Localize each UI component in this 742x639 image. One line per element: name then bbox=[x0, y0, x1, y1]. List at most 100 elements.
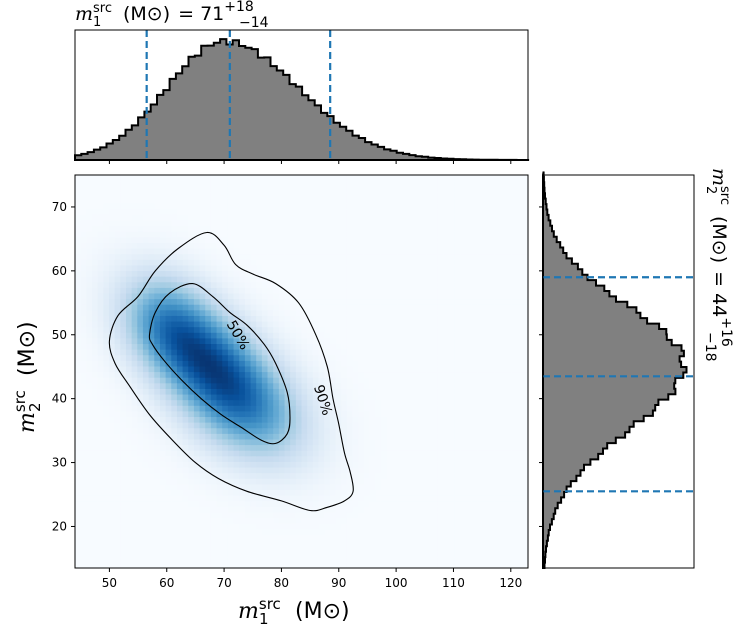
heatmap-cell bbox=[171, 495, 178, 502]
heatmap-cell bbox=[148, 225, 155, 232]
heatmap-cell bbox=[125, 511, 133, 519]
heatmap-cell bbox=[358, 455, 365, 462]
heatmap-cell bbox=[137, 270, 144, 277]
heatmap-cell bbox=[477, 270, 484, 277]
heatmap-cell bbox=[420, 534, 427, 541]
heatmap-cell bbox=[522, 231, 529, 238]
heatmap-cell bbox=[273, 506, 280, 513]
heatmap-cell bbox=[97, 551, 104, 558]
heatmap-cell bbox=[386, 304, 393, 311]
heatmap-cell bbox=[358, 315, 365, 322]
heatmap-cell bbox=[443, 253, 450, 260]
heatmap-cell bbox=[131, 264, 138, 272]
heatmap-cell bbox=[511, 534, 518, 541]
heatmap-cell bbox=[358, 276, 365, 283]
heatmap-cell bbox=[488, 472, 495, 479]
heatmap-cell bbox=[159, 242, 167, 249]
heatmap-cell bbox=[295, 332, 303, 339]
heatmap-cell bbox=[250, 309, 257, 316]
heatmap-cell bbox=[403, 377, 410, 384]
heatmap-cell bbox=[386, 483, 393, 490]
heatmap-cell bbox=[511, 511, 518, 519]
heatmap-cell bbox=[295, 405, 303, 412]
heatmap-cell bbox=[488, 236, 495, 243]
heatmap-cell bbox=[165, 298, 172, 305]
heatmap-cell bbox=[108, 343, 116, 350]
heatmap-cell bbox=[403, 231, 410, 238]
heatmap-cell bbox=[233, 264, 240, 272]
heatmap-cell bbox=[250, 354, 257, 361]
heatmap-cell bbox=[131, 410, 138, 418]
heatmap-cell bbox=[511, 517, 518, 524]
heatmap-cell bbox=[499, 236, 506, 243]
heatmap-cell bbox=[142, 309, 150, 316]
heatmap-cell bbox=[471, 315, 478, 322]
heatmap-cell bbox=[154, 242, 161, 249]
heatmap-cell bbox=[397, 506, 405, 513]
heatmap-cell bbox=[516, 450, 523, 457]
heatmap-cell bbox=[414, 444, 422, 451]
heatmap-cell bbox=[511, 360, 518, 367]
heatmap-cell bbox=[414, 270, 422, 277]
heatmap-cell bbox=[494, 556, 501, 563]
heatmap-cell bbox=[511, 416, 518, 423]
heatmap-cell bbox=[505, 304, 512, 311]
heatmap-cell bbox=[312, 309, 320, 316]
heatmap-cell bbox=[341, 523, 348, 530]
heatmap-cell bbox=[193, 399, 201, 406]
heatmap-cell bbox=[159, 438, 167, 446]
heatmap-cell bbox=[312, 276, 320, 283]
heatmap-cell bbox=[108, 433, 116, 440]
heatmap-cell bbox=[188, 405, 195, 412]
heatmap-cell bbox=[437, 236, 444, 243]
heatmap-cell bbox=[233, 242, 240, 249]
heatmap-cell bbox=[488, 551, 495, 558]
heatmap-cell bbox=[414, 489, 422, 496]
heatmap-cell bbox=[159, 365, 167, 373]
heatmap-cell bbox=[341, 461, 348, 468]
heatmap-cell bbox=[477, 309, 484, 316]
heatmap-cell bbox=[437, 478, 444, 485]
heatmap-cell bbox=[210, 276, 218, 283]
heatmap-cell bbox=[148, 360, 155, 367]
heatmap-cell bbox=[312, 517, 320, 524]
heatmap-cell bbox=[431, 489, 438, 496]
heatmap-cell bbox=[227, 478, 235, 485]
heatmap-cell bbox=[131, 427, 138, 434]
heatmap-cell bbox=[454, 365, 461, 373]
heatmap-cell bbox=[193, 528, 201, 535]
heatmap-cell bbox=[188, 495, 195, 502]
heatmap-cell bbox=[193, 236, 201, 243]
heatmap-cell bbox=[80, 247, 87, 255]
heatmap-cell bbox=[108, 495, 116, 502]
heatmap-cell bbox=[80, 551, 87, 558]
heatmap-cell bbox=[301, 287, 308, 294]
heatmap-cell bbox=[216, 332, 223, 339]
heatmap-cell bbox=[182, 349, 189, 356]
heatmap-cell bbox=[188, 281, 195, 288]
heatmap-cell bbox=[392, 393, 399, 401]
heatmap-cell bbox=[307, 427, 314, 434]
heatmap-cell bbox=[233, 332, 240, 339]
heatmap-cell bbox=[409, 259, 416, 266]
heatmap-cell bbox=[290, 264, 297, 272]
heatmap-cell bbox=[75, 444, 82, 451]
heatmap-cell bbox=[97, 405, 104, 412]
heatmap-cell bbox=[437, 388, 444, 395]
heatmap-cell bbox=[86, 427, 93, 434]
heatmap-cell bbox=[335, 506, 342, 513]
heatmap-cell bbox=[499, 247, 506, 255]
heatmap-cell bbox=[120, 517, 127, 524]
heatmap-cell bbox=[352, 495, 359, 502]
heatmap-cell bbox=[318, 360, 325, 367]
heatmap-cell bbox=[86, 337, 93, 345]
heatmap-cell bbox=[420, 377, 427, 384]
heatmap-cell bbox=[301, 551, 308, 558]
heatmap-cell bbox=[239, 309, 246, 316]
heatmap-cell bbox=[392, 405, 399, 412]
heatmap-cell bbox=[386, 511, 393, 519]
heatmap-cell bbox=[471, 455, 478, 462]
heatmap-cell bbox=[448, 416, 455, 423]
heatmap-cell bbox=[80, 242, 87, 249]
heatmap-cell bbox=[250, 315, 257, 322]
